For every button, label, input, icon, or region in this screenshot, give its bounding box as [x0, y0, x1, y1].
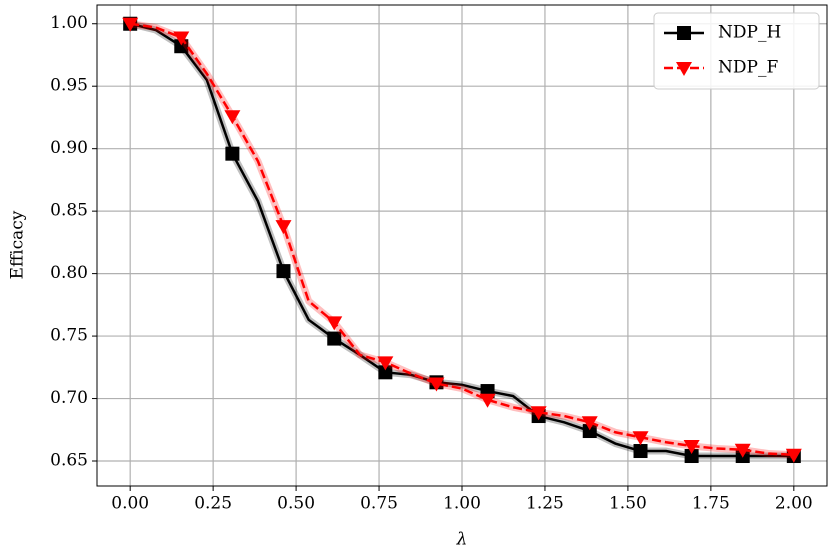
x-tick-label: 0.75	[360, 494, 398, 514]
marker	[378, 365, 393, 380]
marker	[677, 26, 691, 40]
marker	[377, 356, 394, 371]
x-tick-label: 0.00	[111, 494, 149, 514]
marker	[785, 448, 802, 463]
marker	[479, 393, 496, 408]
marker	[633, 444, 648, 459]
x-tick-label: 0.25	[194, 494, 232, 514]
marker	[676, 62, 692, 76]
marker	[275, 220, 292, 235]
y-tick-label: 0.95	[50, 76, 88, 96]
x-tick-label: 1.50	[609, 494, 647, 514]
y-tick-label: 0.75	[50, 326, 88, 346]
legend: NDP_H NDP_F	[653, 12, 820, 90]
y-tick-label: 0.90	[50, 138, 88, 158]
marker	[224, 110, 241, 125]
marker	[734, 443, 751, 458]
y-tick-label: 1.00	[50, 13, 88, 33]
marker	[428, 377, 445, 392]
marker	[683, 440, 700, 455]
marker	[581, 416, 598, 431]
legend-label: NDP_H	[718, 23, 781, 43]
x-tick-label: 2.00	[775, 494, 813, 514]
x-tick-label: 0.50	[277, 494, 315, 514]
x-axis-label: λ	[456, 530, 468, 550]
marker	[173, 31, 190, 46]
marker	[326, 316, 343, 331]
y-tick-label: 0.65	[50, 451, 88, 471]
marker	[225, 146, 240, 161]
marker	[582, 424, 597, 439]
marker	[122, 17, 139, 32]
y-axis-label: Efficacy	[8, 210, 28, 279]
x-tick-label: 1.25	[526, 494, 564, 514]
plot-frame	[96, 4, 828, 487]
series-line	[129, 22, 794, 458]
marker	[327, 331, 342, 346]
y-tick-label: 0.80	[50, 263, 88, 283]
x-tick-label: 1.00	[443, 494, 481, 514]
legend-label: NDP_F	[718, 58, 778, 78]
series-line	[130, 22, 794, 457]
y-tick-label: 0.85	[50, 201, 88, 221]
x-tick-label: 1.75	[692, 494, 730, 514]
y-tick-label: 0.70	[50, 388, 88, 408]
marker	[276, 264, 291, 279]
marker	[684, 449, 699, 464]
marker	[632, 431, 649, 446]
marker	[530, 406, 547, 421]
